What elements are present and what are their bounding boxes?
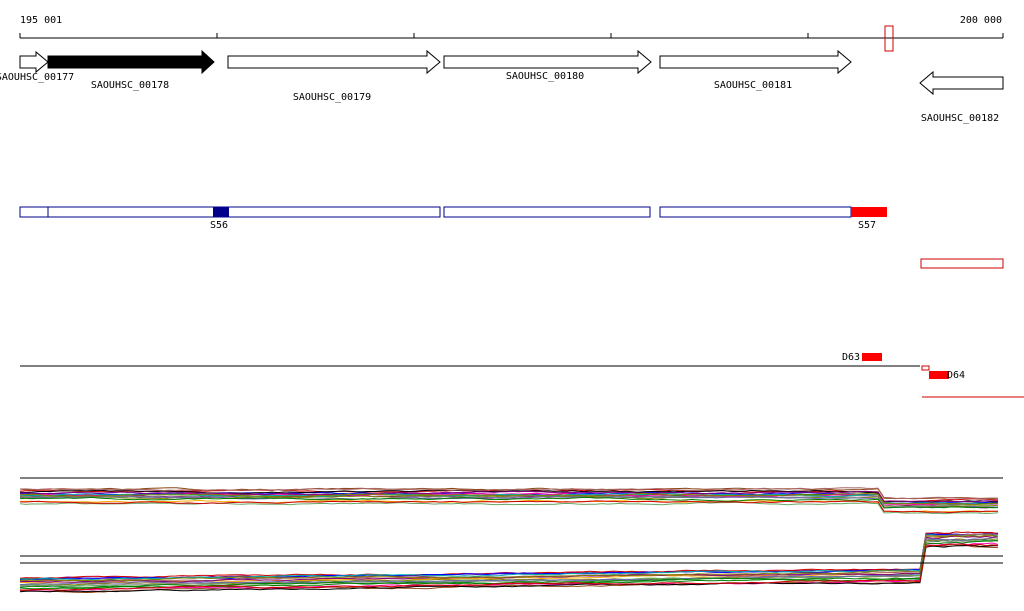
gene-label: SAOUHSC_00179 [293, 92, 371, 103]
trace [19, 492, 999, 506]
region [862, 353, 882, 361]
trace [19, 535, 999, 583]
traces [19, 487, 999, 594]
trace [20, 490, 999, 503]
trace [19, 542, 999, 591]
gene-label: SAOUHSC_00182 [921, 113, 999, 124]
trace [19, 496, 999, 509]
gene-label: SAOUHSC_00181 [714, 80, 792, 91]
gene-label: SAOUHSC_00178 [91, 80, 169, 91]
trace [19, 501, 999, 515]
region-box [921, 365, 930, 371]
trace [19, 495, 999, 509]
gene-label: SAOUHSC_00180 [506, 71, 584, 82]
gene-label: SAOUHSC_00177 [0, 72, 74, 83]
segment-track [19, 206, 852, 218]
segment [213, 207, 229, 217]
trace [19, 543, 999, 591]
ruler-start: 195 001 [20, 15, 62, 26]
ruler-end: 200 000 [960, 15, 1002, 26]
segment-label: S56 [210, 220, 228, 231]
region-label: D64 [947, 370, 965, 381]
region-box [920, 258, 1004, 269]
region-label: D63 [842, 352, 860, 363]
segment-label: S57 [858, 220, 876, 231]
trace [19, 492, 999, 505]
ruler [19, 33, 1004, 39]
region [929, 371, 949, 379]
segment [851, 207, 887, 217]
trace [19, 545, 999, 593]
trace [19, 539, 999, 588]
trace [20, 544, 999, 594]
trace [19, 536, 999, 586]
trace [19, 500, 998, 514]
trace [19, 534, 999, 582]
trace [19, 487, 999, 500]
gene-arrows [19, 49, 1004, 96]
marker [884, 25, 894, 52]
